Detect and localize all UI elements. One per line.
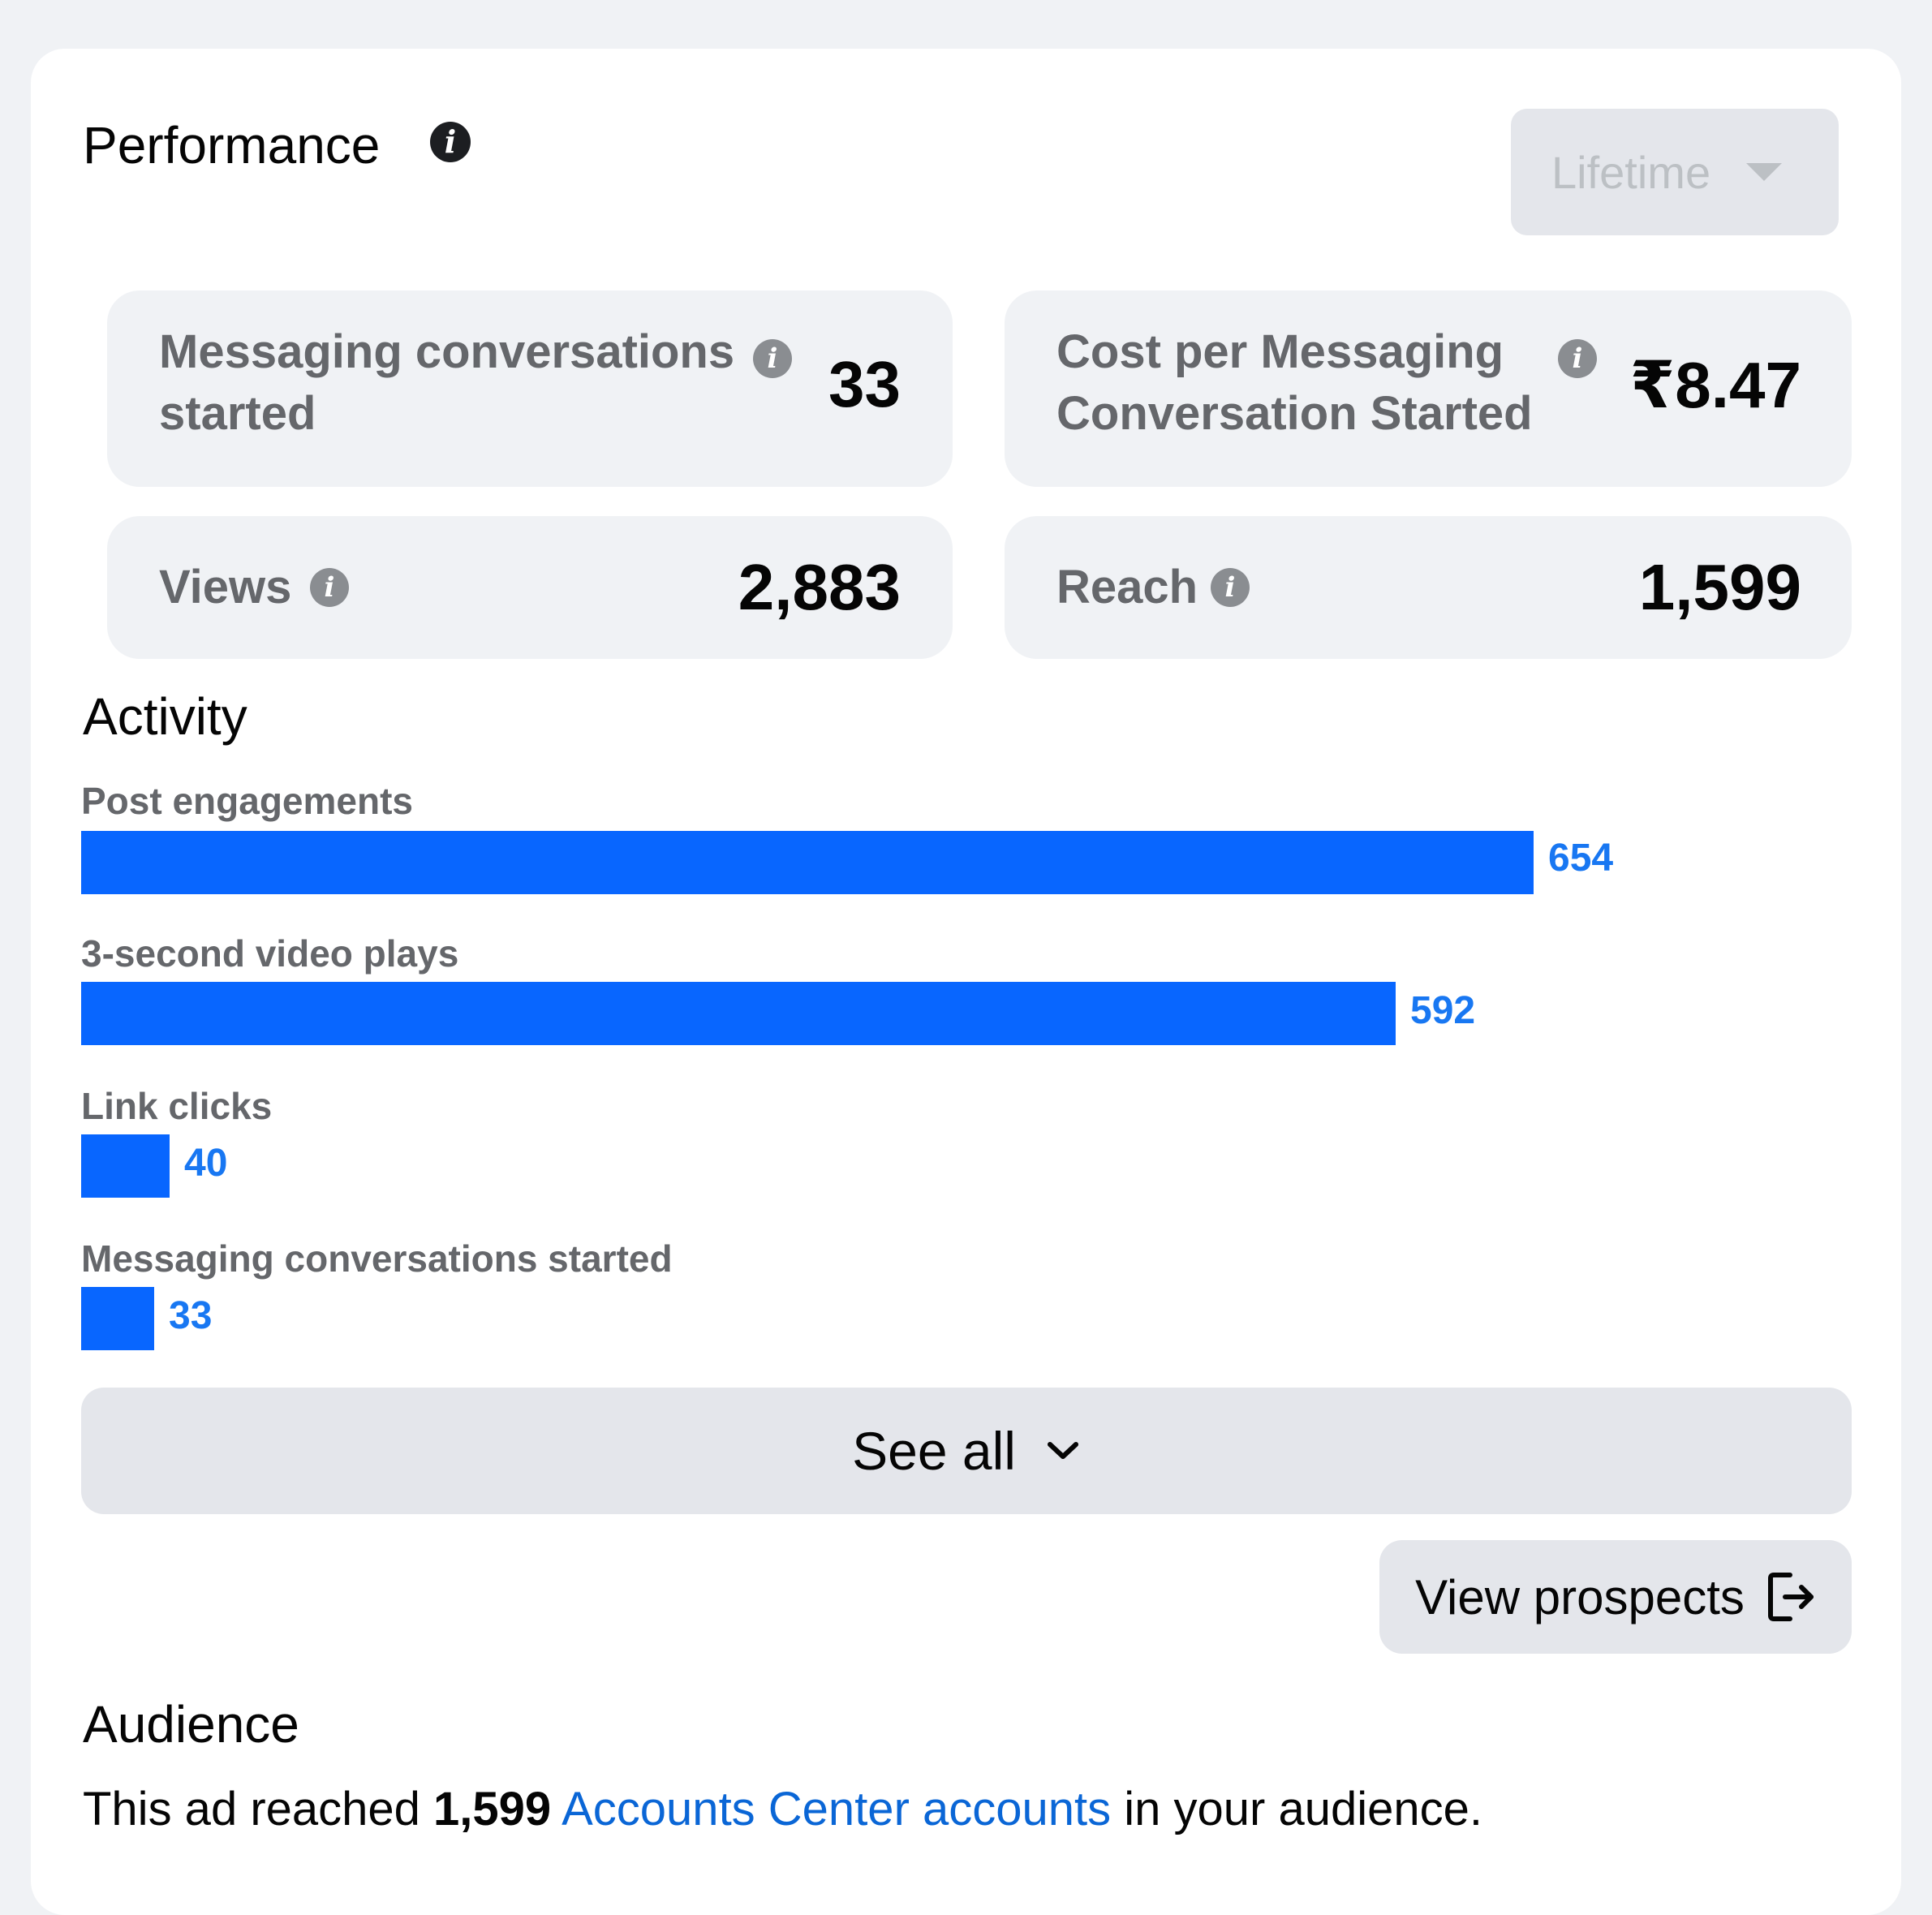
audience-text-after: in your audience.	[1111, 1783, 1482, 1835]
chevron-down-icon	[1047, 1442, 1078, 1459]
metric-value: 1,599	[1638, 551, 1801, 623]
activity-title: Activity	[83, 687, 247, 746]
audience-title: Audience	[83, 1695, 299, 1754]
metric-value: 2,883	[738, 551, 901, 623]
activity-bar-video-plays	[81, 982, 1396, 1045]
activity-label-link-clicks: Link clicks	[81, 1085, 273, 1127]
accounts-center-link[interactable]: Accounts Center accounts	[562, 1783, 1112, 1835]
metric-label: Reach	[1056, 561, 1198, 613]
info-icon[interactable]: i	[753, 339, 792, 378]
see-all-label: See all	[852, 1421, 1016, 1481]
activity-value-link-clicks: 40	[184, 1142, 228, 1185]
metric-tile-messaging-conversations: Messaging conversations started i 33	[107, 290, 953, 487]
metric-tile-reach: Reach i 1,599	[1005, 516, 1852, 659]
lifetime-dropdown[interactable]: Lifetime	[1511, 109, 1839, 235]
metric-label-line1: Cost per Messaging	[1056, 325, 1504, 378]
metric-label: Views	[159, 561, 292, 613]
activity-bar-post-engagements	[81, 831, 1534, 894]
metric-label: Cost per Messaging Conversation Started	[1056, 321, 1533, 445]
view-prospects-button[interactable]: View prospects	[1379, 1540, 1852, 1654]
metric-tile-views: Views i 2,883	[107, 516, 953, 659]
activity-bar-link-clicks	[81, 1134, 170, 1198]
activity-label-video-plays: 3-second video plays	[81, 932, 459, 975]
info-icon[interactable]: i	[1211, 568, 1250, 607]
external-link-icon	[1767, 1573, 1814, 1621]
lifetime-dropdown-label: Lifetime	[1551, 146, 1711, 198]
activity-bar-messaging-conversations	[81, 1287, 154, 1350]
info-icon[interactable]: i	[1558, 339, 1597, 378]
performance-info-icon[interactable]: i	[430, 122, 471, 162]
activity-label-post-engagements: Post engagements	[81, 780, 413, 822]
metric-label-line1: Messaging conversations	[159, 325, 735, 378]
caret-down-icon	[1746, 163, 1783, 181]
audience-text-before: This ad reached	[83, 1783, 434, 1835]
metric-value: ₹8.47	[1629, 349, 1801, 421]
see-all-button[interactable]: See all	[81, 1388, 1852, 1514]
audience-count: 1,599	[433, 1783, 552, 1835]
activity-value-messaging-conversations: 33	[169, 1294, 213, 1337]
metric-label-line2: started	[159, 387, 316, 440]
audience-summary: This ad reached 1,599 Accounts Center ac…	[83, 1782, 1482, 1836]
activity-value-video-plays: 592	[1410, 989, 1476, 1032]
metric-label-line2: Conversation Started	[1056, 387, 1533, 440]
performance-title: Performance	[83, 116, 381, 174]
metric-value: 33	[828, 348, 901, 420]
metric-label: Messaging conversations started	[159, 321, 734, 445]
activity-label-messaging-conversations: Messaging conversations started	[81, 1237, 673, 1280]
view-prospects-label: View prospects	[1415, 1569, 1745, 1625]
metric-tile-cost-per-conversation: Cost per Messaging Conversation Started …	[1005, 290, 1852, 487]
info-icon[interactable]: i	[310, 568, 349, 607]
activity-value-post-engagements: 654	[1548, 837, 1614, 880]
